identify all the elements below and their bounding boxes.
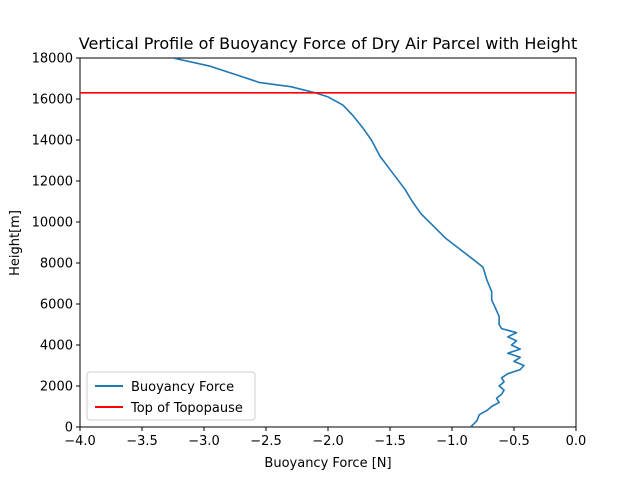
chart-title: Vertical Profile of Buoyancy Force of Dr… (79, 34, 577, 53)
y-tick-label: 16000 (32, 93, 73, 108)
y-tick-label: 8000 (40, 257, 73, 272)
y-tick-label: 6000 (40, 298, 73, 313)
y-tick-label: 0 (65, 421, 73, 436)
legend: Buoyancy Force Top of Topopause (86, 371, 256, 421)
series-layer (80, 58, 576, 427)
y-tick-label: 12000 (32, 175, 73, 190)
y-axis: 0 2000 4000 6000 8000 10000 12000 14000 16000 180… (32, 52, 80, 436)
series-line-buoyancy-force (172, 58, 525, 427)
x-axis-label: Buoyancy Force [N] (264, 456, 391, 471)
x-tick-label: −1.0 (436, 434, 468, 449)
x-tick-label: −0.5 (498, 434, 530, 449)
legend-box (86, 371, 256, 421)
y-axis-label: Height[m] (8, 210, 23, 276)
y-tick-label: 14000 (32, 134, 73, 149)
x-tick-label: −2.5 (250, 434, 282, 449)
legend-label-buoyancy-force: Buoyancy Force (131, 380, 234, 395)
y-tick-label: 10000 (32, 216, 73, 231)
legend-label-top-of-topopause: Top of Topopause (130, 401, 243, 416)
y-tick-label: 4000 (40, 339, 73, 354)
x-tick-label: −2.0 (312, 434, 344, 449)
x-tick-label: −3.0 (188, 434, 220, 449)
y-tick-label: 18000 (32, 52, 73, 67)
x-tick-label: −1.5 (374, 434, 406, 449)
x-axis: −4.0 −3.5 −3.0 −2.5 −2.0 −1.5 −1.0 −0.5 0.0 (64, 427, 586, 449)
x-tick-label: −3.5 (126, 434, 158, 449)
x-tick-label: 0.0 (566, 434, 587, 449)
x-tick-label: −4.0 (64, 434, 96, 449)
y-tick-label: 2000 (40, 380, 73, 395)
